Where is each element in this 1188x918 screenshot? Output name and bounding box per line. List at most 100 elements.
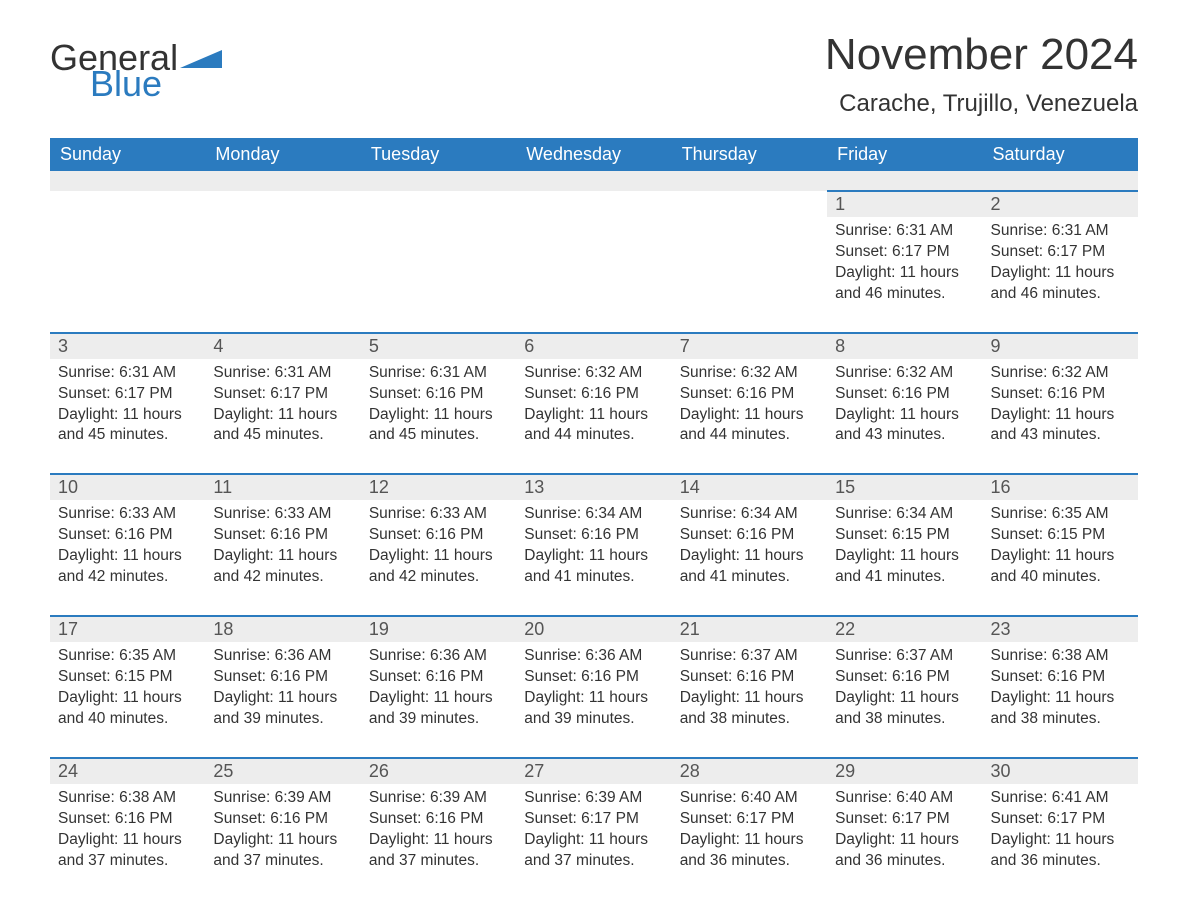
empty-cell <box>361 191 516 217</box>
day-number-row: 10111213141516 <box>50 474 1138 500</box>
sunset-row: Sunset: 6:15 PMSunset: 6:16 PMSunset: 6:… <box>50 667 1138 688</box>
sunset-cell: Sunset: 6:17 PM <box>827 809 982 830</box>
sunrise-row: Sunrise: 6:31 AMSunrise: 6:31 AM <box>50 217 1138 242</box>
sunset-cell: Sunset: 6:17 PM <box>983 242 1138 263</box>
day-number-cell: 19 <box>361 616 516 642</box>
day-of-week-header: Saturday <box>983 138 1138 171</box>
daylight-row: Daylight: 11 hours and 37 minutes.Daylig… <box>50 830 1138 872</box>
sunrise-cell: Sunrise: 6:32 AM <box>672 359 827 384</box>
sunrise-cell: Sunrise: 6:32 AM <box>827 359 982 384</box>
sunrise-cell: Sunrise: 6:31 AM <box>827 217 982 242</box>
day-number-cell: 16 <box>983 474 1138 500</box>
sunset-cell: Sunset: 6:16 PM <box>205 809 360 830</box>
daylight-cell: Daylight: 11 hours and 45 minutes. <box>361 405 516 447</box>
day-number-cell: 4 <box>205 333 360 359</box>
daylight-cell: Daylight: 11 hours and 38 minutes. <box>983 688 1138 730</box>
empty-cell <box>361 242 516 263</box>
daylight-cell: Daylight: 11 hours and 41 minutes. <box>516 546 671 588</box>
sunrise-cell: Sunrise: 6:34 AM <box>672 500 827 525</box>
day-of-week-header-row: SundayMondayTuesdayWednesdayThursdayFrid… <box>50 138 1138 171</box>
daylight-cell: Daylight: 11 hours and 45 minutes. <box>205 405 360 447</box>
empty-cell <box>516 217 671 242</box>
empty-cell <box>516 242 671 263</box>
day-number-cell: 18 <box>205 616 360 642</box>
day-number-cell: 20 <box>516 616 671 642</box>
sunset-cell: Sunset: 6:17 PM <box>205 384 360 405</box>
sunrise-cell: Sunrise: 6:33 AM <box>361 500 516 525</box>
sunrise-cell: Sunrise: 6:40 AM <box>672 784 827 809</box>
daylight-cell: Daylight: 11 hours and 36 minutes. <box>672 830 827 872</box>
sunset-cell: Sunset: 6:16 PM <box>361 667 516 688</box>
sunset-cell: Sunset: 6:16 PM <box>50 809 205 830</box>
empty-cell <box>205 217 360 242</box>
day-number-cell: 15 <box>827 474 982 500</box>
day-number-cell: 11 <box>205 474 360 500</box>
week-separator <box>50 730 1138 758</box>
daylight-cell: Daylight: 11 hours and 40 minutes. <box>50 688 205 730</box>
empty-cell <box>361 217 516 242</box>
sunrise-cell: Sunrise: 6:32 AM <box>983 359 1138 384</box>
sunrise-cell: Sunrise: 6:31 AM <box>50 359 205 384</box>
sunset-cell: Sunset: 6:16 PM <box>516 667 671 688</box>
sunset-cell: Sunset: 6:16 PM <box>672 667 827 688</box>
day-number-cell: 26 <box>361 758 516 784</box>
day-number-cell: 7 <box>672 333 827 359</box>
week-separator <box>50 446 1138 474</box>
sunset-cell: Sunset: 6:15 PM <box>827 525 982 546</box>
day-of-week-header: Tuesday <box>361 138 516 171</box>
sunset-cell: Sunset: 6:16 PM <box>50 525 205 546</box>
day-number-cell: 21 <box>672 616 827 642</box>
daylight-cell: Daylight: 11 hours and 38 minutes. <box>672 688 827 730</box>
daylight-cell: Daylight: 11 hours and 41 minutes. <box>672 546 827 588</box>
sunset-row: Sunset: 6:17 PMSunset: 6:17 PM <box>50 242 1138 263</box>
daylight-cell: Daylight: 11 hours and 44 minutes. <box>516 405 671 447</box>
sunrise-cell: Sunrise: 6:38 AM <box>983 642 1138 667</box>
sunrise-cell: Sunrise: 6:37 AM <box>827 642 982 667</box>
day-number-cell: 22 <box>827 616 982 642</box>
daylight-cell: Daylight: 11 hours and 42 minutes. <box>205 546 360 588</box>
sunset-cell: Sunset: 6:16 PM <box>361 525 516 546</box>
day-number-row: 17181920212223 <box>50 616 1138 642</box>
sunset-cell: Sunset: 6:16 PM <box>827 384 982 405</box>
day-number-row: 24252627282930 <box>50 758 1138 784</box>
day-number-cell: 10 <box>50 474 205 500</box>
day-number-cell: 2 <box>983 191 1138 217</box>
sunrise-cell: Sunrise: 6:37 AM <box>672 642 827 667</box>
day-number-cell: 12 <box>361 474 516 500</box>
sunrise-cell: Sunrise: 6:39 AM <box>205 784 360 809</box>
daylight-cell: Daylight: 11 hours and 42 minutes. <box>361 546 516 588</box>
sunset-cell: Sunset: 6:16 PM <box>983 667 1138 688</box>
day-number-cell: 8 <box>827 333 982 359</box>
day-number-cell: 1 <box>827 191 982 217</box>
sunrise-cell: Sunrise: 6:36 AM <box>516 642 671 667</box>
daylight-cell: Daylight: 11 hours and 36 minutes. <box>827 830 982 872</box>
daylight-cell: Daylight: 11 hours and 37 minutes. <box>361 830 516 872</box>
sunset-cell: Sunset: 6:17 PM <box>827 242 982 263</box>
empty-cell <box>361 263 516 305</box>
sunset-cell: Sunset: 6:17 PM <box>983 809 1138 830</box>
day-of-week-header: Sunday <box>50 138 205 171</box>
empty-cell <box>205 242 360 263</box>
sunrise-cell: Sunrise: 6:41 AM <box>983 784 1138 809</box>
sunrise-row: Sunrise: 6:33 AMSunrise: 6:33 AMSunrise:… <box>50 500 1138 525</box>
daylight-cell: Daylight: 11 hours and 37 minutes. <box>205 830 360 872</box>
daylight-cell: Daylight: 11 hours and 46 minutes. <box>983 263 1138 305</box>
sunrise-cell: Sunrise: 6:35 AM <box>50 642 205 667</box>
daylight-cell: Daylight: 11 hours and 43 minutes. <box>983 405 1138 447</box>
sunset-row: Sunset: 6:16 PM Sunset: 6:16 PM Sunset: 6:… <box>50 525 1138 546</box>
sunset-cell: Sunset: 6:16 PM <box>361 809 516 830</box>
day-number-cell: 25 <box>205 758 360 784</box>
daylight-cell: Daylight: 11 hours and 38 minutes. <box>827 688 982 730</box>
daylight-row: Daylight: 11 hours and 40 minutes. Daylig… <box>50 688 1138 730</box>
empty-cell <box>205 191 360 217</box>
sunrise-cell: Sunrise: 6:35 AM <box>983 500 1138 525</box>
daylight-row: Daylight: 11 hours and 46 minutes.Daylig… <box>50 263 1138 305</box>
header-gap-strip <box>50 171 1138 191</box>
sunrise-cell: Sunrise: 6:31 AM <box>983 217 1138 242</box>
daylight-cell: Daylight: 11 hours and 44 minutes. <box>672 405 827 447</box>
daylight-cell: Daylight: 11 hours and 43 minutes. <box>827 405 982 447</box>
sunset-row: Sunset: 6:17 PMSunset: 6:17 PMSunset: 6:… <box>50 384 1138 405</box>
day-number-cell: 3 <box>50 333 205 359</box>
sunrise-row: Sunrise: 6:38 AMSunrise: 6:39 AMSunrise:… <box>50 784 1138 809</box>
empty-cell <box>516 191 671 217</box>
